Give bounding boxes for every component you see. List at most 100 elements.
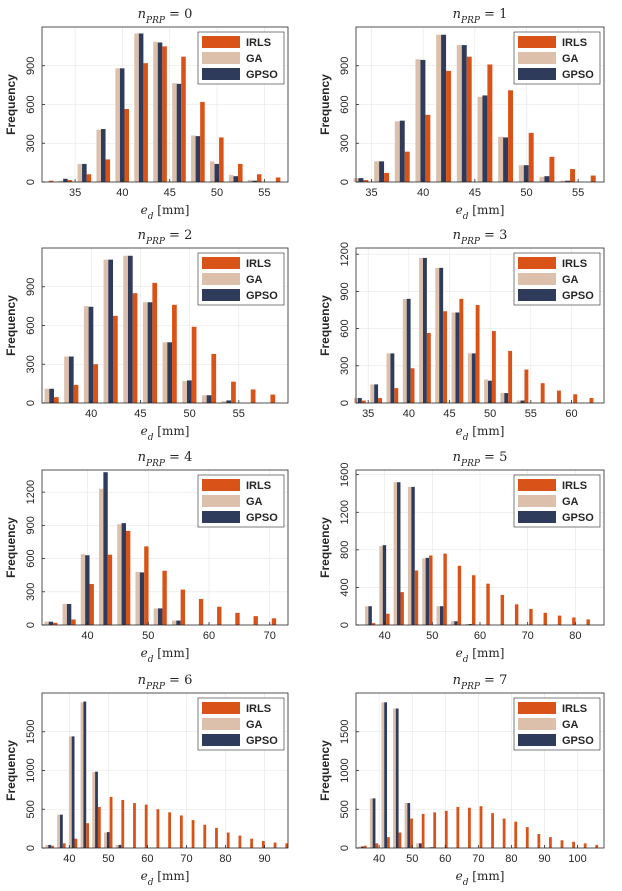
subplot-title: nPRP = 3	[453, 228, 508, 247]
y-tick-label: 600	[25, 316, 37, 334]
y-tick-label: 0	[25, 622, 37, 628]
bar-gpso	[82, 163, 87, 182]
x-axis-label: ed [mm]	[456, 646, 505, 665]
legend-swatch-ga	[202, 52, 240, 64]
bar-irls	[573, 394, 578, 403]
legend-label-gpso: GPSO	[562, 290, 594, 302]
bar-gpso	[167, 342, 173, 403]
bar-gpso	[406, 298, 411, 403]
bar-ga	[393, 708, 396, 848]
x-tick-label: 55	[525, 408, 537, 420]
x-tick-label: 70	[472, 853, 484, 865]
subplot-title: nPRP = 6	[138, 673, 193, 692]
bar-gpso	[68, 356, 74, 403]
bar-ga	[153, 608, 159, 625]
bar-ga	[58, 180, 64, 182]
bar-gpso	[138, 33, 144, 183]
x-tick-label: 60	[439, 853, 451, 865]
bar-ga	[117, 524, 122, 625]
bar-irls	[425, 114, 431, 182]
bar-irls	[421, 813, 425, 848]
bar-ga	[104, 832, 107, 848]
bar-irls	[211, 353, 217, 403]
legend-label-ga: GA	[246, 274, 263, 286]
bar-irls	[524, 369, 529, 403]
x-tick-label: 40	[63, 853, 75, 865]
y-tick-label: 900	[339, 282, 351, 300]
bar-gpso	[127, 255, 133, 403]
bar-gpso	[195, 136, 201, 182]
bar-irls	[556, 390, 561, 403]
y-tick-label: 300	[339, 357, 351, 375]
bar-irls	[375, 843, 379, 848]
legend-label-irls: IRLS	[246, 703, 271, 715]
bar-irls	[203, 824, 207, 848]
bar-irls	[73, 384, 79, 403]
bar-gpso	[119, 68, 125, 182]
axes-frame	[355, 247, 605, 404]
bar-irls	[156, 809, 160, 848]
bar-ga	[201, 395, 207, 403]
bar-ga	[467, 353, 472, 403]
subplot-6: 0 500 1000 1500 40 50 60 70 80 90 Frequency ed [mm]…	[4, 673, 289, 888]
y-axis-label: Frequency	[4, 517, 18, 578]
legend-swatch-gpso	[518, 511, 556, 523]
bar-irls	[361, 400, 366, 403]
bar-irls	[275, 177, 281, 182]
bar-irls	[261, 841, 265, 848]
x-axis-label: ed [mm]	[141, 203, 190, 222]
x-tick-label: 45	[469, 187, 481, 199]
bar-gpso	[379, 161, 385, 182]
bar-gpso	[399, 120, 405, 182]
bar-gpso	[48, 844, 52, 848]
bar-gpso	[390, 353, 395, 403]
bar-gpso	[48, 621, 54, 625]
bar-gpso	[397, 482, 401, 625]
bar-irls	[200, 101, 205, 182]
legend-label-gpso: GPSO	[246, 290, 278, 302]
bar-gpso	[103, 472, 108, 625]
bar-irls	[572, 617, 576, 625]
bar-irls	[121, 799, 125, 848]
bar-irls	[508, 90, 514, 182]
bar-ga	[484, 379, 489, 403]
bar-ga	[364, 606, 369, 625]
bar-irls	[74, 838, 78, 848]
bar-gpso	[384, 702, 388, 848]
x-tick-label: 90	[258, 853, 270, 865]
x-tick-label: 50	[520, 187, 532, 199]
y-tick-label: 600	[25, 549, 37, 567]
bar-ga	[134, 33, 139, 183]
legend-swatch-ga	[518, 718, 556, 730]
bar-irls	[250, 389, 256, 403]
y-tick-label: 900	[25, 57, 37, 75]
bar-gpso	[176, 83, 182, 182]
y-tick-label: 900	[25, 516, 37, 534]
bar-irls	[152, 282, 158, 403]
x-tick-label: 45	[164, 187, 176, 199]
bar-ga	[247, 180, 253, 182]
bar-irls	[270, 394, 276, 403]
bar-irls	[404, 151, 410, 182]
bar-gpso	[565, 180, 571, 182]
legend-swatch-ga	[202, 273, 240, 285]
bar-irls	[457, 565, 462, 625]
bar-irls	[226, 832, 230, 848]
bar-ga	[115, 68, 120, 182]
legend-label-ga: GA	[562, 719, 579, 731]
legend: IRLS GA GPSO	[513, 474, 601, 528]
bar-irls	[500, 594, 505, 625]
bar-gpso	[454, 621, 458, 625]
bar-irls	[560, 840, 564, 848]
bar-irls	[217, 606, 222, 625]
bar-irls	[363, 180, 369, 182]
y-tick-label: 1500	[339, 720, 351, 744]
legend-label-ga: GA	[562, 496, 579, 508]
legend-label-gpso: GPSO	[562, 69, 594, 81]
bar-ga	[153, 41, 158, 182]
y-tick-label: 1200	[339, 242, 351, 266]
bar-ga	[465, 624, 469, 625]
bar-gpso	[101, 129, 106, 182]
bar-irls	[529, 609, 533, 625]
